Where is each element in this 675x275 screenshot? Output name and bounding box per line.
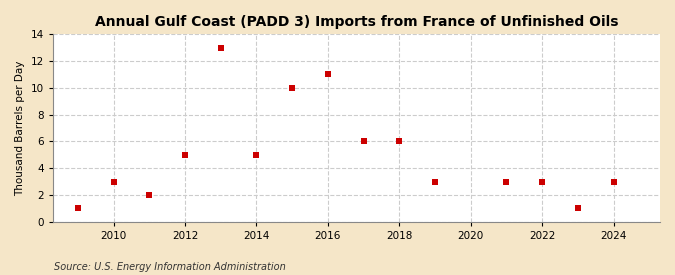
Point: [251, 153, 262, 157]
Point: [358, 139, 369, 144]
Point: [394, 139, 405, 144]
Point: [323, 72, 333, 77]
Title: Annual Gulf Coast (PADD 3) Imports from France of Unfinished Oils: Annual Gulf Coast (PADD 3) Imports from …: [95, 15, 618, 29]
Point: [608, 179, 619, 184]
Point: [429, 179, 440, 184]
Point: [144, 193, 155, 197]
Point: [572, 206, 583, 211]
Text: Source: U.S. Energy Information Administration: Source: U.S. Energy Information Administ…: [54, 262, 286, 272]
Point: [72, 206, 83, 211]
Point: [215, 46, 226, 50]
Point: [287, 86, 298, 90]
Y-axis label: Thousand Barrels per Day: Thousand Barrels per Day: [15, 60, 25, 196]
Point: [108, 179, 119, 184]
Point: [537, 179, 547, 184]
Point: [180, 153, 190, 157]
Point: [501, 179, 512, 184]
